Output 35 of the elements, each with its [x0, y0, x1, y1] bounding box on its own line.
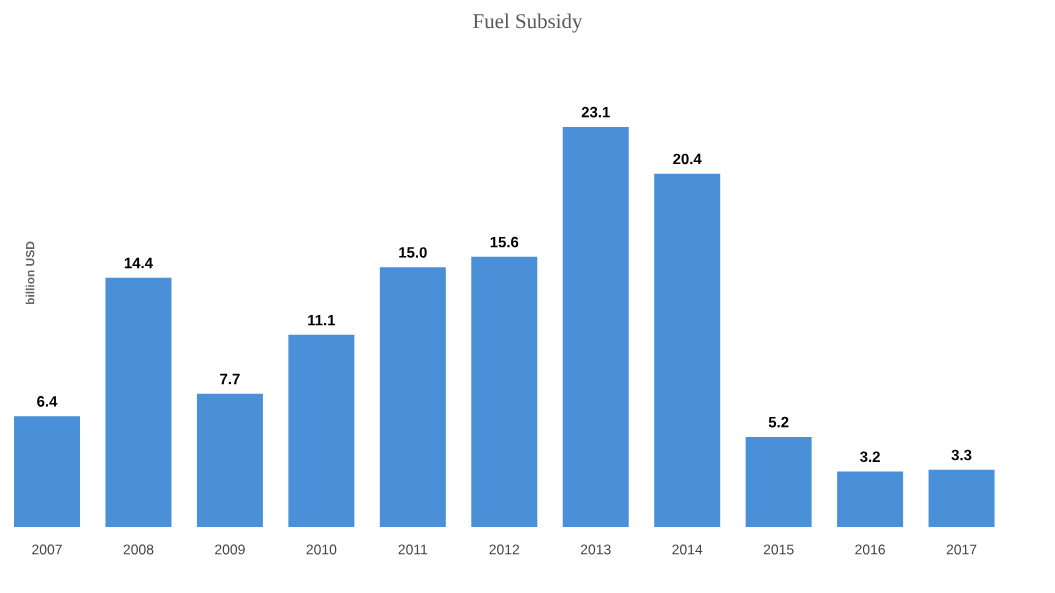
x-tick-label: 2015	[763, 544, 794, 555]
data-label: 6.4	[37, 396, 58, 407]
x-tick-label: 2008	[123, 544, 154, 555]
data-label: 15.0	[399, 247, 427, 258]
data-label: 20.4	[673, 153, 702, 165]
bar	[471, 256, 538, 527]
data-label: 5.2	[768, 416, 789, 428]
bar	[654, 173, 721, 527]
x-tick-label: 2009	[215, 544, 245, 555]
data-label: 3.3	[951, 449, 972, 461]
data-label: 14.4	[124, 257, 153, 269]
bar	[14, 416, 80, 527]
bar	[288, 334, 355, 527]
x-tick-label: 2017	[946, 544, 977, 555]
bar	[837, 471, 904, 527]
x-tick-label: 2013	[580, 544, 611, 555]
bar	[105, 277, 172, 527]
bar	[379, 267, 446, 527]
data-label: 7.7	[220, 373, 240, 385]
x-tick-label: 2012	[489, 544, 520, 555]
data-label: 3.2	[860, 451, 880, 463]
bar	[562, 127, 629, 527]
data-label: 23.1	[581, 106, 610, 118]
y-axis-title: billion USD	[25, 241, 35, 305]
x-tick-label: 2014	[672, 544, 703, 555]
x-tick-label: 2010	[306, 544, 337, 555]
data-label: 15.6	[490, 236, 519, 248]
bar	[928, 469, 995, 527]
data-label: 11.1	[308, 314, 336, 326]
bar	[745, 436, 812, 527]
bar	[196, 393, 263, 527]
x-tick-label: 2007	[32, 544, 62, 555]
x-tick-label: 2011	[398, 544, 428, 555]
chart-title: Fuel Subsidy	[473, 13, 583, 33]
x-tick-label: 2016	[855, 544, 885, 555]
